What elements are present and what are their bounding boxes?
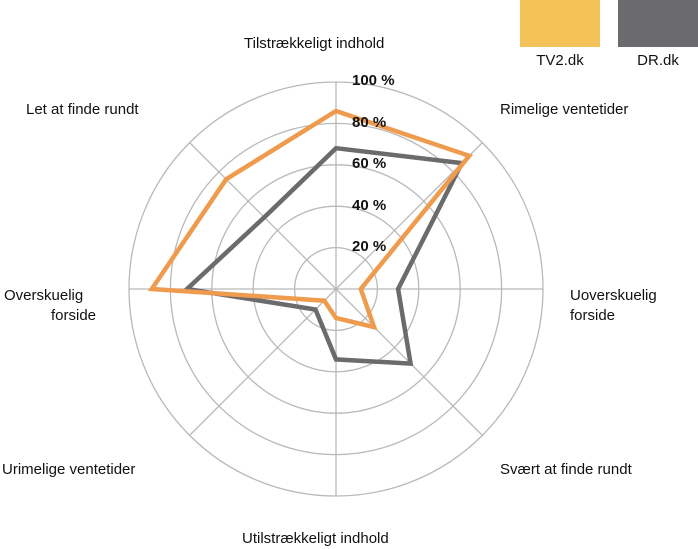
axis-label-se: Svært at finde rundt	[500, 461, 632, 478]
axis-label-sw: Urimelige ventetider	[2, 461, 136, 478]
axis-label-ne: Rimelige ventetider	[500, 101, 629, 118]
axis-label-bottom: Utilstrækkeligt indhold	[242, 530, 389, 547]
legend-swatch-tv2	[520, 0, 600, 47]
tick-label-20: 20 %	[352, 238, 387, 255]
legend-swatch-dr	[618, 0, 698, 47]
axis-line	[189, 288, 337, 436]
legend-label-dr: DR.dk	[637, 52, 679, 69]
series-tv2-dk	[147, 108, 473, 331]
tick-label-60: 60 %	[352, 155, 387, 172]
tick-label-40: 40 %	[352, 197, 387, 214]
axis-label-nw: Let at finde rundt	[26, 101, 139, 118]
axis-label-w-line2: forside	[51, 307, 97, 324]
tick-label-80: 80 %	[352, 114, 387, 131]
series-dr-dk	[182, 145, 466, 367]
legend-label-tv2: TV2.dk	[536, 52, 584, 69]
axis-label-top: Tilstrækkeligt indhold	[244, 35, 385, 52]
axis-label-e-line1: Uoverskuelig	[570, 287, 657, 304]
tick-label-100: 100 %	[352, 72, 395, 89]
axis-label-w-line1: Overskuelig	[4, 287, 84, 304]
axis-label-e-line2: forside	[570, 307, 616, 324]
